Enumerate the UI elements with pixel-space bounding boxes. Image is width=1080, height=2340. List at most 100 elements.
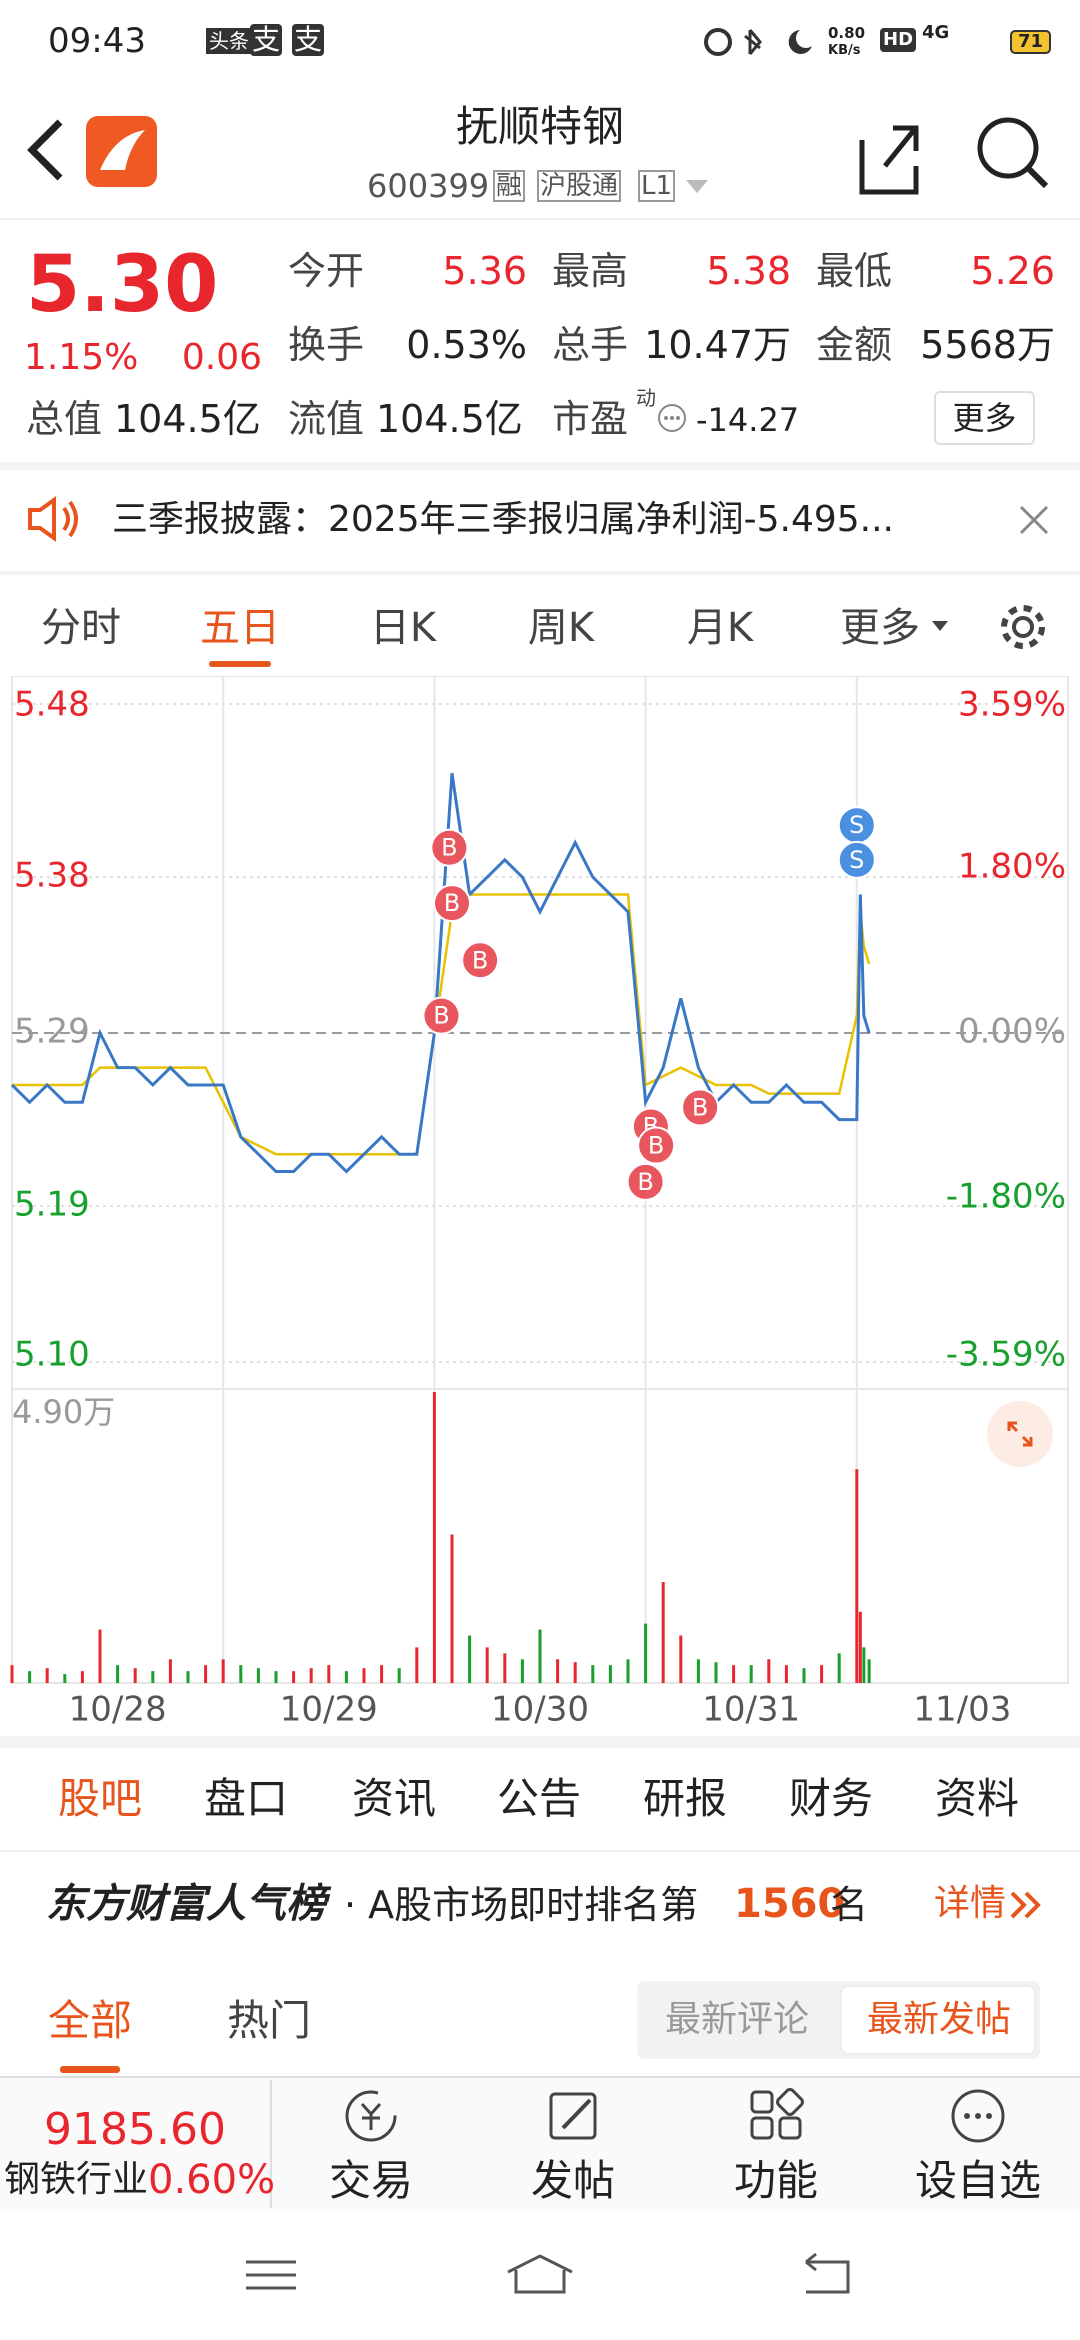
rank-text: · A股市场即时排名第 — [344, 1883, 699, 1927]
settings-icon[interactable] — [996, 600, 1050, 654]
volume-bar — [116, 1665, 120, 1683]
y2-tick-label: 1.80% — [958, 847, 1066, 887]
filter[interactable]: 热门 — [226, 1996, 312, 2045]
filter-indicator — [60, 2066, 120, 2073]
tab[interactable]: 月K — [686, 605, 754, 651]
field-label: 总手 — [552, 323, 629, 367]
volume-bar — [520, 1659, 524, 1683]
chart-frame — [11, 676, 1069, 1684]
volume-bar — [855, 1469, 859, 1683]
volume-bar — [468, 1635, 472, 1683]
trade-mark-label: S — [849, 846, 864, 874]
change-pct: 1.15% — [24, 337, 139, 378]
volume-bar — [556, 1659, 560, 1683]
tab[interactable]: 分时 — [41, 605, 121, 651]
volume-bar — [661, 1582, 665, 1683]
volume-bar — [344, 1671, 348, 1683]
battery: 71 — [1010, 30, 1052, 54]
volume-bar — [626, 1659, 630, 1683]
stock-name: 抚顺特钢 — [455, 102, 625, 151]
filter-active[interactable]: 全部 — [47, 1996, 133, 2045]
trade-mark — [837, 840, 876, 879]
rank-unit: 名 — [830, 1883, 869, 1927]
volume-bar — [327, 1665, 331, 1683]
field-value: 0.53% — [406, 323, 527, 367]
sub-tab[interactable]: 资料 — [934, 1774, 1020, 1823]
volume-bar — [292, 1671, 296, 1683]
volume-bar — [309, 1668, 313, 1683]
industry: 钢铁行业 — [4, 2159, 149, 2200]
action[interactable]: 功能 — [733, 2156, 819, 2205]
sub-tab-active[interactable]: 股吧 — [57, 1774, 143, 1823]
app-icon: 支 — [292, 23, 325, 56]
stock-code: 600399 — [367, 167, 490, 205]
rank-detail[interactable]: 详情 — [934, 1883, 1007, 1924]
field-label: 今开 — [288, 249, 365, 293]
tab-active[interactable]: 五日 — [200, 605, 280, 651]
nav-bar — [246, 2252, 850, 2294]
y-tick-label: 5.38 — [14, 856, 90, 896]
trade-mark — [461, 941, 500, 980]
volume-bar — [867, 1659, 871, 1683]
action[interactable]: 交易 — [328, 2156, 414, 2205]
divider — [0, 571, 1080, 575]
volume-bar — [168, 1659, 172, 1683]
close-icon[interactable] — [1018, 504, 1050, 536]
volume-bar — [802, 1668, 806, 1683]
field-label: 最低 — [816, 249, 893, 293]
divider — [0, 1736, 1080, 1748]
network: 4G — [922, 22, 950, 43]
index-value[interactable]: 9185.60 — [44, 2104, 226, 2155]
more-button[interactable]: 更多 — [934, 391, 1035, 445]
field-value: 104.5亿 — [376, 397, 523, 441]
tag: 沪股通 — [537, 170, 622, 202]
volume-bar — [784, 1665, 788, 1683]
volume-bar — [696, 1659, 700, 1683]
volume-bar — [450, 1534, 454, 1683]
y2-tick-label: 3.59% — [958, 685, 1066, 725]
volume-bar — [732, 1665, 736, 1683]
trade-mark-label: S — [849, 811, 864, 839]
trade-mark-label: B — [441, 834, 457, 862]
pe-note: 动 — [636, 386, 656, 410]
volume-bar — [80, 1671, 84, 1683]
notice[interactable]: 三季报披露：2025年三季报归属净利润-5.495... — [112, 499, 894, 540]
trade-mark — [422, 996, 461, 1035]
trade-mark — [637, 1126, 676, 1165]
bottom-bar — [0, 2076, 1080, 2212]
trade-mark — [681, 1088, 720, 1127]
divider — [0, 462, 1080, 470]
sub-tab[interactable]: 盘口 — [203, 1774, 289, 1823]
field-value: -14.27 — [696, 401, 800, 439]
sub-tab[interactable]: 财务 — [788, 1774, 874, 1823]
y-tick-label: 5.10 — [14, 1335, 90, 1375]
tab[interactable]: 周K — [527, 605, 595, 651]
volume-bar — [28, 1671, 32, 1683]
expand-button[interactable] — [987, 1401, 1053, 1467]
sub-tab[interactable]: 资讯 — [351, 1774, 437, 1823]
trade-mark-label: B — [648, 1132, 664, 1160]
tab[interactable]: 日K — [369, 605, 437, 651]
sort-button[interactable]: 最新评论 — [664, 1999, 810, 2040]
field-value: 5.38 — [706, 249, 791, 293]
volume-bar — [749, 1665, 753, 1683]
time: 09:43 — [48, 21, 146, 61]
app-icon: 头条 — [206, 28, 252, 54]
sub-tab[interactable]: 公告 — [496, 1774, 582, 1823]
volume-bar — [714, 1662, 718, 1683]
action[interactable]: 发帖 — [530, 2156, 616, 2205]
volume-bar — [186, 1671, 190, 1683]
volume-bar — [274, 1671, 278, 1683]
sub-tab[interactable]: 研报 — [642, 1774, 728, 1823]
trade-mark-label: B — [692, 1093, 708, 1121]
field-label: 金额 — [816, 323, 893, 367]
volume-tick-label: 4.90万 — [12, 1393, 115, 1431]
volume-bar — [98, 1629, 102, 1683]
volume-bar — [221, 1659, 225, 1683]
volume-bar — [837, 1653, 841, 1683]
trade-mark — [430, 828, 469, 867]
field-value: 5.36 — [442, 249, 527, 293]
tab[interactable]: 更多 — [840, 605, 920, 651]
action[interactable]: 设自选 — [914, 2156, 1042, 2205]
sort-button-active[interactable]: 最新发帖 — [866, 1999, 1012, 2040]
